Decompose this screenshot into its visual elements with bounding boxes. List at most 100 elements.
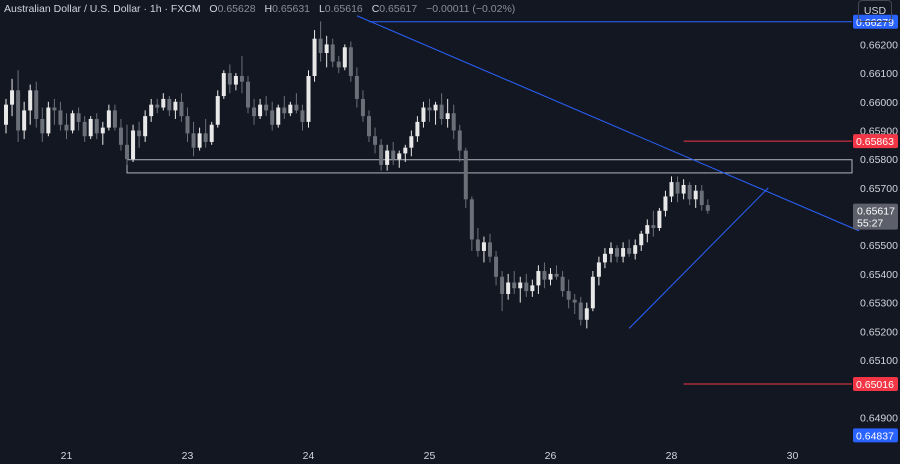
candle [385, 144, 390, 171]
candle [475, 228, 480, 257]
candle [137, 121, 142, 148]
candle [451, 104, 456, 140]
candle [94, 113, 99, 140]
price-badge-label: 0.64837 [856, 430, 894, 442]
candle [373, 127, 378, 154]
change-value: −0.00011 (−0.02%) [426, 3, 516, 15]
trendline [356, 15, 860, 232]
candle [197, 127, 202, 151]
candle-body [125, 144, 129, 160]
candle-body [427, 107, 432, 111]
candle [645, 219, 650, 243]
candle [4, 98, 8, 134]
candle-body [560, 276, 565, 292]
y-tick-label: 0.66100 [860, 68, 898, 80]
candle-body [76, 113, 81, 122]
candle-body [675, 182, 680, 194]
candle-body [22, 110, 27, 131]
candle [342, 44, 347, 71]
candle-body [663, 196, 668, 211]
candle-body [548, 273, 553, 280]
candle-body [530, 285, 535, 292]
candle [572, 293, 577, 315]
candle [185, 107, 190, 142]
candle [512, 271, 517, 294]
currency-button[interactable]: USD [858, 0, 892, 22]
candle-body [215, 96, 220, 125]
symbol-title: Australian Dollar / U.S. Dollar · 1h · F… [4, 3, 201, 15]
candle-body [161, 98, 166, 108]
candle [524, 273, 529, 297]
candle-body [621, 248, 626, 257]
candle-body [415, 121, 420, 137]
candle-body [403, 147, 408, 154]
candle [469, 196, 474, 251]
candle [578, 296, 583, 326]
candle [106, 104, 111, 131]
candle-body [669, 182, 674, 197]
candle [693, 184, 698, 208]
close-value: 0.65617 [379, 3, 418, 15]
candle [609, 242, 613, 263]
candle-body [34, 90, 39, 119]
candle-body [433, 104, 438, 111]
candle-body [524, 282, 529, 292]
candle-body [481, 242, 486, 251]
candle-body [185, 116, 190, 134]
candle-body [645, 225, 650, 234]
candle-body [58, 110, 63, 125]
candle-body [657, 210, 662, 228]
candle [621, 242, 626, 263]
candle [76, 107, 81, 131]
candle-body [221, 73, 226, 97]
candle-body [500, 276, 505, 294]
candle [270, 101, 275, 131]
candle-body [191, 133, 196, 148]
candle-body [300, 110, 305, 122]
candle-body [40, 119, 45, 134]
candle-body [699, 190, 704, 206]
open-label: O [209, 3, 218, 15]
candle [530, 279, 535, 297]
candle-body [566, 291, 571, 300]
candle-body [602, 253, 607, 263]
candle [252, 98, 257, 125]
candle-body [100, 127, 105, 134]
price-badge [853, 428, 898, 443]
candle-body [705, 205, 710, 211]
candle-body [639, 233, 644, 246]
candle-body [246, 81, 250, 108]
candle [584, 302, 589, 329]
candle-body [421, 107, 426, 122]
candle [663, 190, 668, 217]
y-tick-label: 0.65200 [860, 326, 898, 338]
candle [143, 110, 148, 142]
candle [312, 30, 317, 82]
candle [669, 176, 674, 203]
candle [52, 98, 57, 125]
candle [64, 113, 69, 140]
candle-body [318, 38, 323, 54]
candle [397, 150, 402, 168]
candle-body [118, 127, 123, 145]
candle [427, 98, 432, 122]
candle [221, 70, 226, 99]
candle [16, 70, 21, 142]
candle [379, 139, 384, 171]
candle-body [112, 110, 117, 128]
candle-body [306, 75, 311, 122]
candle-body [52, 107, 57, 111]
candle-body [324, 44, 329, 54]
candle-body [494, 256, 499, 277]
candle [560, 271, 565, 297]
candle-body [518, 282, 523, 289]
candle-body [687, 184, 692, 200]
candle [639, 230, 644, 251]
price-badge-label: 0.65863 [856, 136, 894, 148]
x-tick-label: 24 [303, 450, 315, 462]
candle [433, 101, 438, 125]
x-tick-label: 26 [545, 450, 557, 462]
candle [294, 93, 299, 114]
candle [155, 98, 160, 114]
